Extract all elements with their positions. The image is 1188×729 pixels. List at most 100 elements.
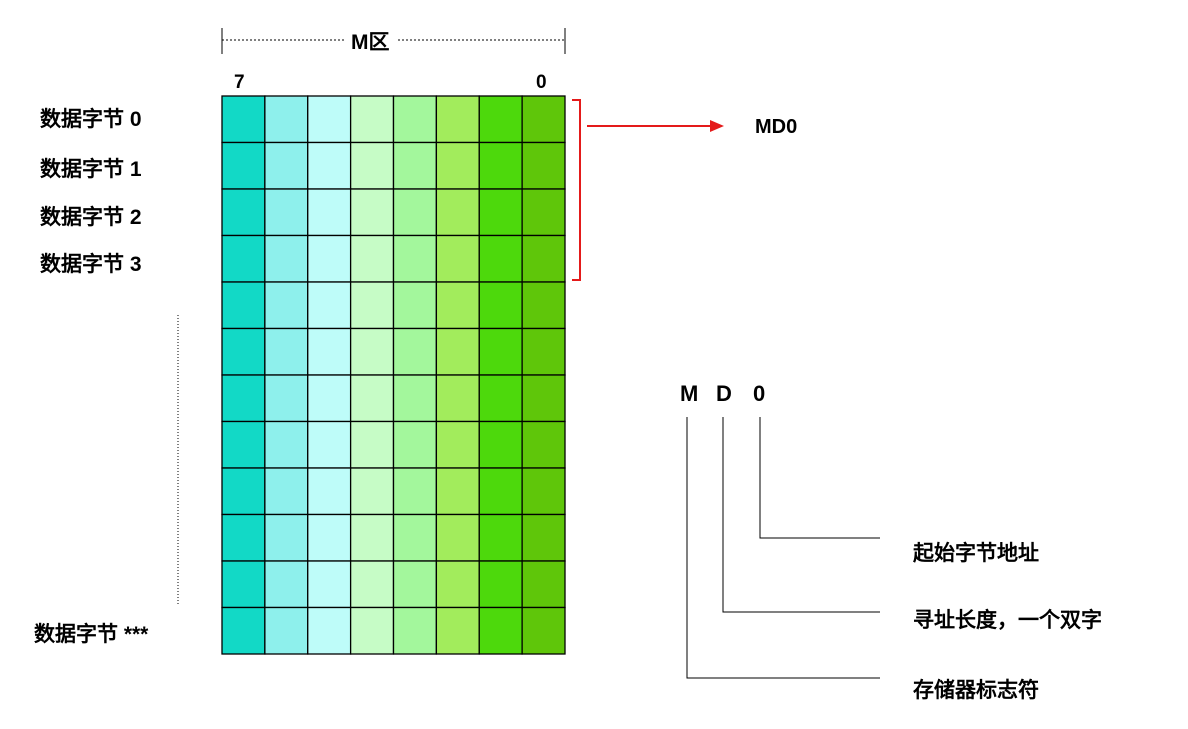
- grid-cell-r7-b5: [307, 420, 352, 469]
- grid-cell-r8-b1: [478, 467, 523, 516]
- grid-cell-r1-b5: [307, 141, 352, 190]
- grid-cell-r10-b3: [392, 560, 438, 609]
- grid-cell-r5-b7: [221, 327, 266, 376]
- grid-cell-r9-b3: [392, 513, 438, 562]
- grid-cell-r6-b3: [392, 374, 438, 423]
- grid-cell-r9-b4: [349, 513, 395, 562]
- grid-cell-r10-b7: [221, 560, 266, 609]
- grid-cell-r6-b5: [307, 374, 352, 423]
- grid-cell-r0-b5: [307, 95, 352, 144]
- grid-cell-r4-b5: [307, 281, 352, 330]
- grid-cell-r0-b4: [349, 95, 395, 144]
- grid-cell-r6-b4: [349, 374, 395, 423]
- grid-cell-r0-b6: [264, 95, 309, 144]
- grid-cell-r7-b4: [349, 420, 395, 469]
- grid-cell-r1-b7: [221, 141, 266, 190]
- grid-cell-r6-b6: [264, 374, 309, 423]
- grid-cell-r10-b6: [264, 560, 309, 609]
- grid-cell-r4-b0: [521, 281, 566, 330]
- grid-cell-r5-b0: [521, 327, 566, 376]
- grid-cell-r11-b6: [264, 606, 309, 655]
- grid-cell-r7-b7: [221, 420, 266, 469]
- grid-cell-r11-b1: [478, 606, 523, 655]
- grid-cell-r1-b0: [521, 141, 566, 190]
- grid-cell-r10-b5: [307, 560, 352, 609]
- grid-cell-r11-b7: [221, 606, 266, 655]
- grid-cell-r7-b0: [521, 420, 566, 469]
- grid-cell-r4-b2: [435, 281, 480, 330]
- memory-grid: [221, 95, 566, 655]
- grid-cell-r4-b4: [349, 281, 395, 330]
- grid-cell-r9-b0: [521, 513, 566, 562]
- md0-bracket: [572, 99, 581, 281]
- grid-cell-r2-b6: [264, 188, 309, 237]
- grid-cell-r8-b3: [392, 467, 438, 516]
- grid-cell-r3-b7: [221, 234, 266, 283]
- grid-cell-r0-b3: [392, 95, 438, 144]
- md0-arrow-head: [710, 120, 724, 132]
- grid-cell-r1-b3: [392, 141, 438, 190]
- grid-cell-r4-b7: [221, 281, 266, 330]
- grid-cell-r3-b3: [392, 234, 438, 283]
- bit-high-label: 7: [234, 72, 245, 93]
- grid-cell-r2-b3: [392, 188, 438, 237]
- grid-cell-r8-b2: [435, 467, 480, 516]
- start-byte-description: 起始字节地址: [913, 542, 1039, 565]
- length-description: 寻址长度，一个双字: [913, 609, 1102, 632]
- grid-cell-r9-b6: [264, 513, 309, 562]
- grid-cell-r8-b6: [264, 467, 309, 516]
- grid-cell-r2-b1: [478, 188, 523, 237]
- grid-cell-r9-b1: [478, 513, 523, 562]
- grid-cell-r9-b5: [307, 513, 352, 562]
- grid-cell-r5-b2: [435, 327, 480, 376]
- row-label-byte-0: 数据字节 0: [40, 108, 142, 131]
- grid-cell-r11-b5: [307, 606, 352, 655]
- grid-cell-r8-b0: [521, 467, 566, 516]
- grid-cell-r7-b1: [478, 420, 523, 469]
- row-label-byte-1: 数据字节 1: [40, 158, 142, 181]
- grid-cell-r1-b4: [349, 141, 395, 190]
- grid-cell-r11-b2: [435, 606, 480, 655]
- md0-label: MD0: [755, 116, 798, 138]
- length-leader-line: [722, 417, 880, 613]
- grid-cell-r2-b0: [521, 188, 566, 237]
- grid-cell-r8-b7: [221, 467, 266, 516]
- grid-cell-r8-b4: [349, 467, 395, 516]
- grid-cell-r0-b1: [478, 95, 523, 144]
- grid-cell-r4-b3: [392, 281, 438, 330]
- grid-cell-r6-b0: [521, 374, 566, 423]
- address-part-d: D: [716, 381, 732, 406]
- row-label-byte-3: 数据字节 3: [40, 253, 142, 276]
- grid-cell-r8-b5: [307, 467, 352, 516]
- grid-cell-r7-b2: [435, 420, 480, 469]
- grid-cell-r10-b1: [478, 560, 523, 609]
- grid-cell-r0-b2: [435, 95, 480, 144]
- grid-cell-r5-b1: [478, 327, 523, 376]
- grid-cell-r10-b4: [349, 560, 395, 609]
- grid-cell-r1-b2: [435, 141, 480, 190]
- grid-cell-r3-b4: [349, 234, 395, 283]
- grid-cell-r2-b5: [307, 188, 352, 237]
- address-part-m: M: [680, 381, 699, 406]
- grid-cell-r6-b1: [478, 374, 523, 423]
- grid-cell-r9-b2: [435, 513, 480, 562]
- bit-low-label: 0: [536, 72, 547, 93]
- grid-cell-r5-b6: [264, 327, 309, 376]
- grid-cell-r3-b0: [521, 234, 566, 283]
- grid-cell-r3-b5: [307, 234, 352, 283]
- grid-cell-r5-b5: [307, 327, 352, 376]
- grid-cell-r3-b6: [264, 234, 309, 283]
- grid-cell-r6-b2: [435, 374, 480, 423]
- identifier-leader-line: [686, 417, 880, 679]
- grid-cell-r4-b1: [478, 281, 523, 330]
- identifier-description: 存储器标志符: [913, 679, 1039, 702]
- grid-cell-r10-b2: [435, 560, 480, 609]
- grid-cell-r2-b7: [221, 188, 266, 237]
- grid-cell-r1-b6: [264, 141, 309, 190]
- grid-cell-r7-b3: [392, 420, 438, 469]
- grid-cell-r10-b0: [521, 560, 566, 609]
- grid-cell-r0-b0: [521, 95, 566, 144]
- address-part-0: 0: [753, 381, 766, 406]
- grid-cell-r0-b7: [221, 95, 266, 144]
